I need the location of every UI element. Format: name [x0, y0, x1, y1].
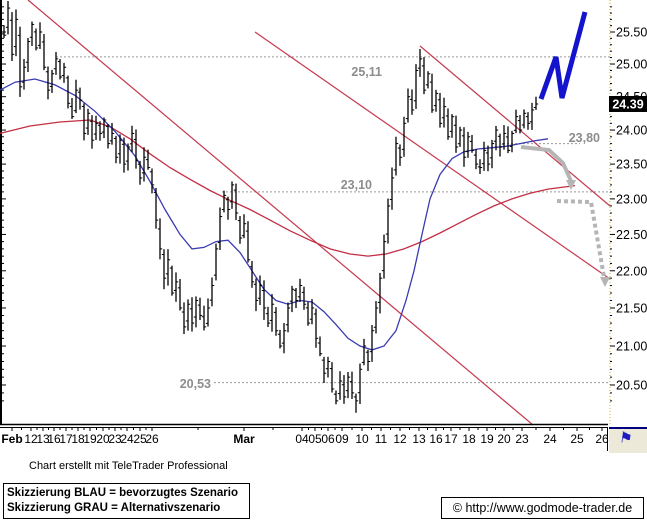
svg-text:17: 17 [59, 432, 73, 446]
svg-text:13: 13 [36, 432, 50, 446]
svg-text:25: 25 [133, 432, 147, 446]
svg-text:25.00: 25.00 [616, 58, 647, 72]
svg-text:22.50: 22.50 [616, 228, 647, 242]
legend-blue-line: Skizzierung BLAU = bevorzugtes Szenario [7, 487, 239, 499]
svg-text:24: 24 [120, 432, 134, 446]
svg-text:23,10: 23,10 [341, 178, 372, 192]
svg-text:17: 17 [444, 432, 458, 446]
svg-text:25,11: 25,11 [351, 65, 382, 79]
svg-text:11: 11 [375, 432, 388, 446]
svg-text:25.50: 25.50 [616, 26, 647, 40]
svg-text:16: 16 [47, 432, 61, 446]
svg-text:25: 25 [570, 432, 584, 446]
svg-text:23.00: 23.00 [616, 192, 647, 206]
credit-text: Chart erstellt mit TeleTrader Profession… [29, 460, 228, 472]
copyright-text: © http://www.godmode-trader.de [452, 501, 633, 515]
scenario-legend-box: Skizzierung BLAU = bevorzugtes Szenario … [3, 483, 250, 520]
svg-text:20: 20 [497, 432, 511, 446]
svg-text:21.00: 21.00 [616, 340, 647, 354]
svg-text:23.50: 23.50 [616, 158, 647, 172]
level-labels: 25,11 23,80 23,10 20,53 [180, 65, 600, 391]
svg-text:22.00: 22.00 [616, 264, 647, 278]
svg-text:18: 18 [71, 432, 85, 446]
svg-text:24.00: 24.00 [616, 124, 647, 138]
copyright-box: © http://www.godmode-trader.de [441, 497, 644, 519]
teletrader-logo-button[interactable]: ⚑ [609, 427, 647, 453]
svg-text:12: 12 [393, 432, 407, 446]
legend-gray-line: Skizzierung GRAU = Alternativszenario [7, 502, 221, 515]
svg-text:16: 16 [429, 432, 443, 446]
svg-text:Mar: Mar [233, 432, 255, 446]
last-price-badge: 24.39 [609, 95, 647, 112]
svg-text:Feb: Feb [1, 432, 22, 446]
svg-text:26: 26 [145, 432, 159, 446]
svg-text:21.50: 21.50 [616, 301, 647, 315]
svg-text:09: 09 [335, 432, 349, 446]
svg-text:20,53: 20,53 [180, 377, 211, 391]
svg-text:24.39: 24.39 [612, 97, 643, 111]
svg-text:05: 05 [308, 432, 322, 446]
svg-text:18: 18 [462, 432, 476, 446]
svg-text:10: 10 [355, 432, 369, 446]
svg-text:19: 19 [480, 432, 494, 446]
support-resistance-levels [56, 56, 610, 384]
svg-text:04: 04 [295, 432, 309, 446]
trendlines [27, 0, 611, 426]
svg-text:23,80: 23,80 [569, 131, 600, 145]
svg-text:23: 23 [515, 432, 529, 446]
svg-text:20: 20 [96, 432, 110, 446]
svg-text:12: 12 [24, 432, 38, 446]
svg-text:23: 23 [108, 432, 122, 446]
price-axis [0, 0, 615, 425]
price-labels: 25.5025.0024.5024.0023.5023.0022.5022.00… [616, 26, 647, 393]
svg-text:26: 26 [595, 432, 609, 446]
svg-text:13: 13 [412, 432, 426, 446]
svg-text:19: 19 [83, 432, 97, 446]
svg-text:06: 06 [321, 432, 335, 446]
svg-text:24: 24 [543, 432, 557, 446]
ohlc-bars [1, 1, 539, 413]
svg-text:20.50: 20.50 [616, 379, 647, 393]
scenario-sketches [520, 11, 610, 287]
flag-icon: ⚑ [617, 429, 634, 448]
